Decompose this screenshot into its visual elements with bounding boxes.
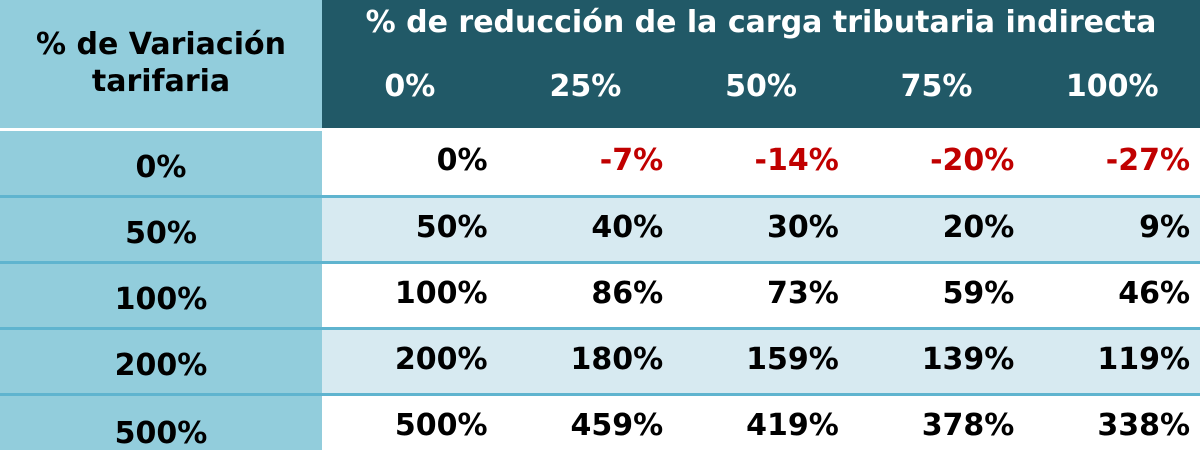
table-cell: 119% — [1024, 327, 1200, 395]
row-axis-header: % de Variación tarifaria — [0, 0, 322, 131]
table-cell: 338% — [1024, 393, 1200, 450]
table-cell: -20% — [848, 128, 1025, 197]
table-cell: 180% — [497, 327, 674, 395]
table-cell: 0% — [322, 128, 498, 197]
row-header: 0% — [0, 128, 322, 197]
table-cell: 500% — [322, 393, 498, 450]
column-header: 25% — [497, 44, 674, 131]
table-cell: 159% — [673, 327, 849, 395]
column-header-row: 0% 25% 50% 75% 100% — [0, 44, 1200, 131]
table-cell: 50% — [322, 195, 498, 263]
column-axis-header: % de reducción de la carga tributaria in… — [322, 0, 1200, 44]
table-cell: 139% — [848, 327, 1025, 395]
table-cell: 9% — [1024, 195, 1200, 263]
column-header: 100% — [1024, 44, 1200, 131]
table-cell: 59% — [848, 261, 1025, 329]
column-header: 0% — [322, 44, 498, 131]
table-cell: 40% — [497, 195, 674, 263]
column-group-header-row: % de Variación tarifaria % de reducción … — [0, 0, 1200, 131]
table-cell: 459% — [497, 393, 674, 450]
table-cell: 30% — [673, 195, 849, 263]
row-header: 200% — [0, 327, 322, 395]
table-row: 50% 50% 40% 30% 20% 9% — [0, 195, 1200, 263]
table-cell: 73% — [673, 261, 849, 329]
row-header: 500% — [0, 393, 322, 450]
table-row: 500% 500% 459% 419% 378% 338% — [0, 393, 1200, 450]
table-row: 100% 100% 86% 73% 59% 46% — [0, 261, 1200, 329]
table-cell: 46% — [1024, 261, 1200, 329]
table-row: 200% 200% 180% 159% 139% 119% — [0, 327, 1200, 395]
column-header: 75% — [848, 44, 1025, 131]
column-header: 50% — [673, 44, 849, 131]
table-cell: -27% — [1024, 128, 1200, 197]
table-cell: 419% — [673, 393, 849, 450]
table-body: 0% 0% -7% -14% -20% -27% 50% 50% 40% 30% 20% 9% 100%… — [0, 128, 1200, 450]
table-cell: 100% — [322, 261, 498, 329]
table-cell: 200% — [322, 327, 498, 395]
table-cell: 20% — [848, 195, 1025, 263]
row-header: 50% — [0, 195, 322, 263]
table-cell: 86% — [497, 261, 674, 329]
table-row: 0% 0% -7% -14% -20% -27% — [0, 128, 1200, 197]
row-header: 100% — [0, 261, 322, 329]
table-cell: -7% — [497, 128, 674, 197]
table-cell: -14% — [673, 128, 849, 197]
table-cell: 378% — [848, 393, 1025, 450]
